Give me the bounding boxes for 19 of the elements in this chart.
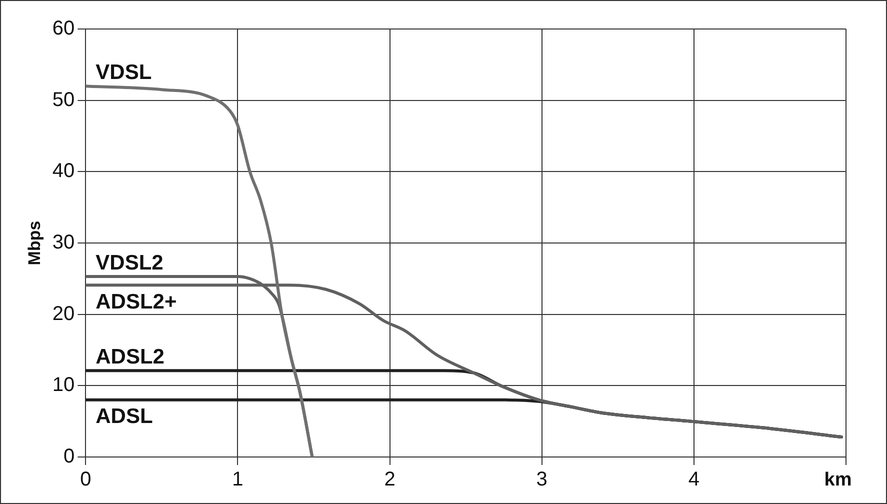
x-tick-label: 4: [688, 468, 700, 491]
y-tick-label: 10: [52, 374, 75, 396]
y-tick-label: 40: [52, 160, 75, 182]
series-label: ADSL2: [96, 346, 165, 369]
series-label: ADSL2+: [96, 290, 177, 314]
x-axis-title: km: [824, 470, 852, 491]
y-tick-label: 20: [52, 302, 75, 325]
series-label: VDSL: [96, 61, 152, 84]
y-tick-label: 0: [64, 446, 75, 468]
series-label: VDSL2: [96, 252, 164, 275]
y-tick-label: 60: [52, 18, 75, 40]
x-tick-label: 3: [536, 468, 548, 491]
x-tick-label: 2: [384, 468, 396, 491]
y-tick-label: 50: [52, 88, 75, 111]
x-tick-label: 1: [232, 468, 244, 491]
y-axis-title: Mbps: [24, 220, 44, 266]
x-tick-label: 0: [80, 468, 92, 491]
y-tick-label: 30: [52, 232, 75, 254]
series-label: ADSL: [96, 405, 153, 428]
